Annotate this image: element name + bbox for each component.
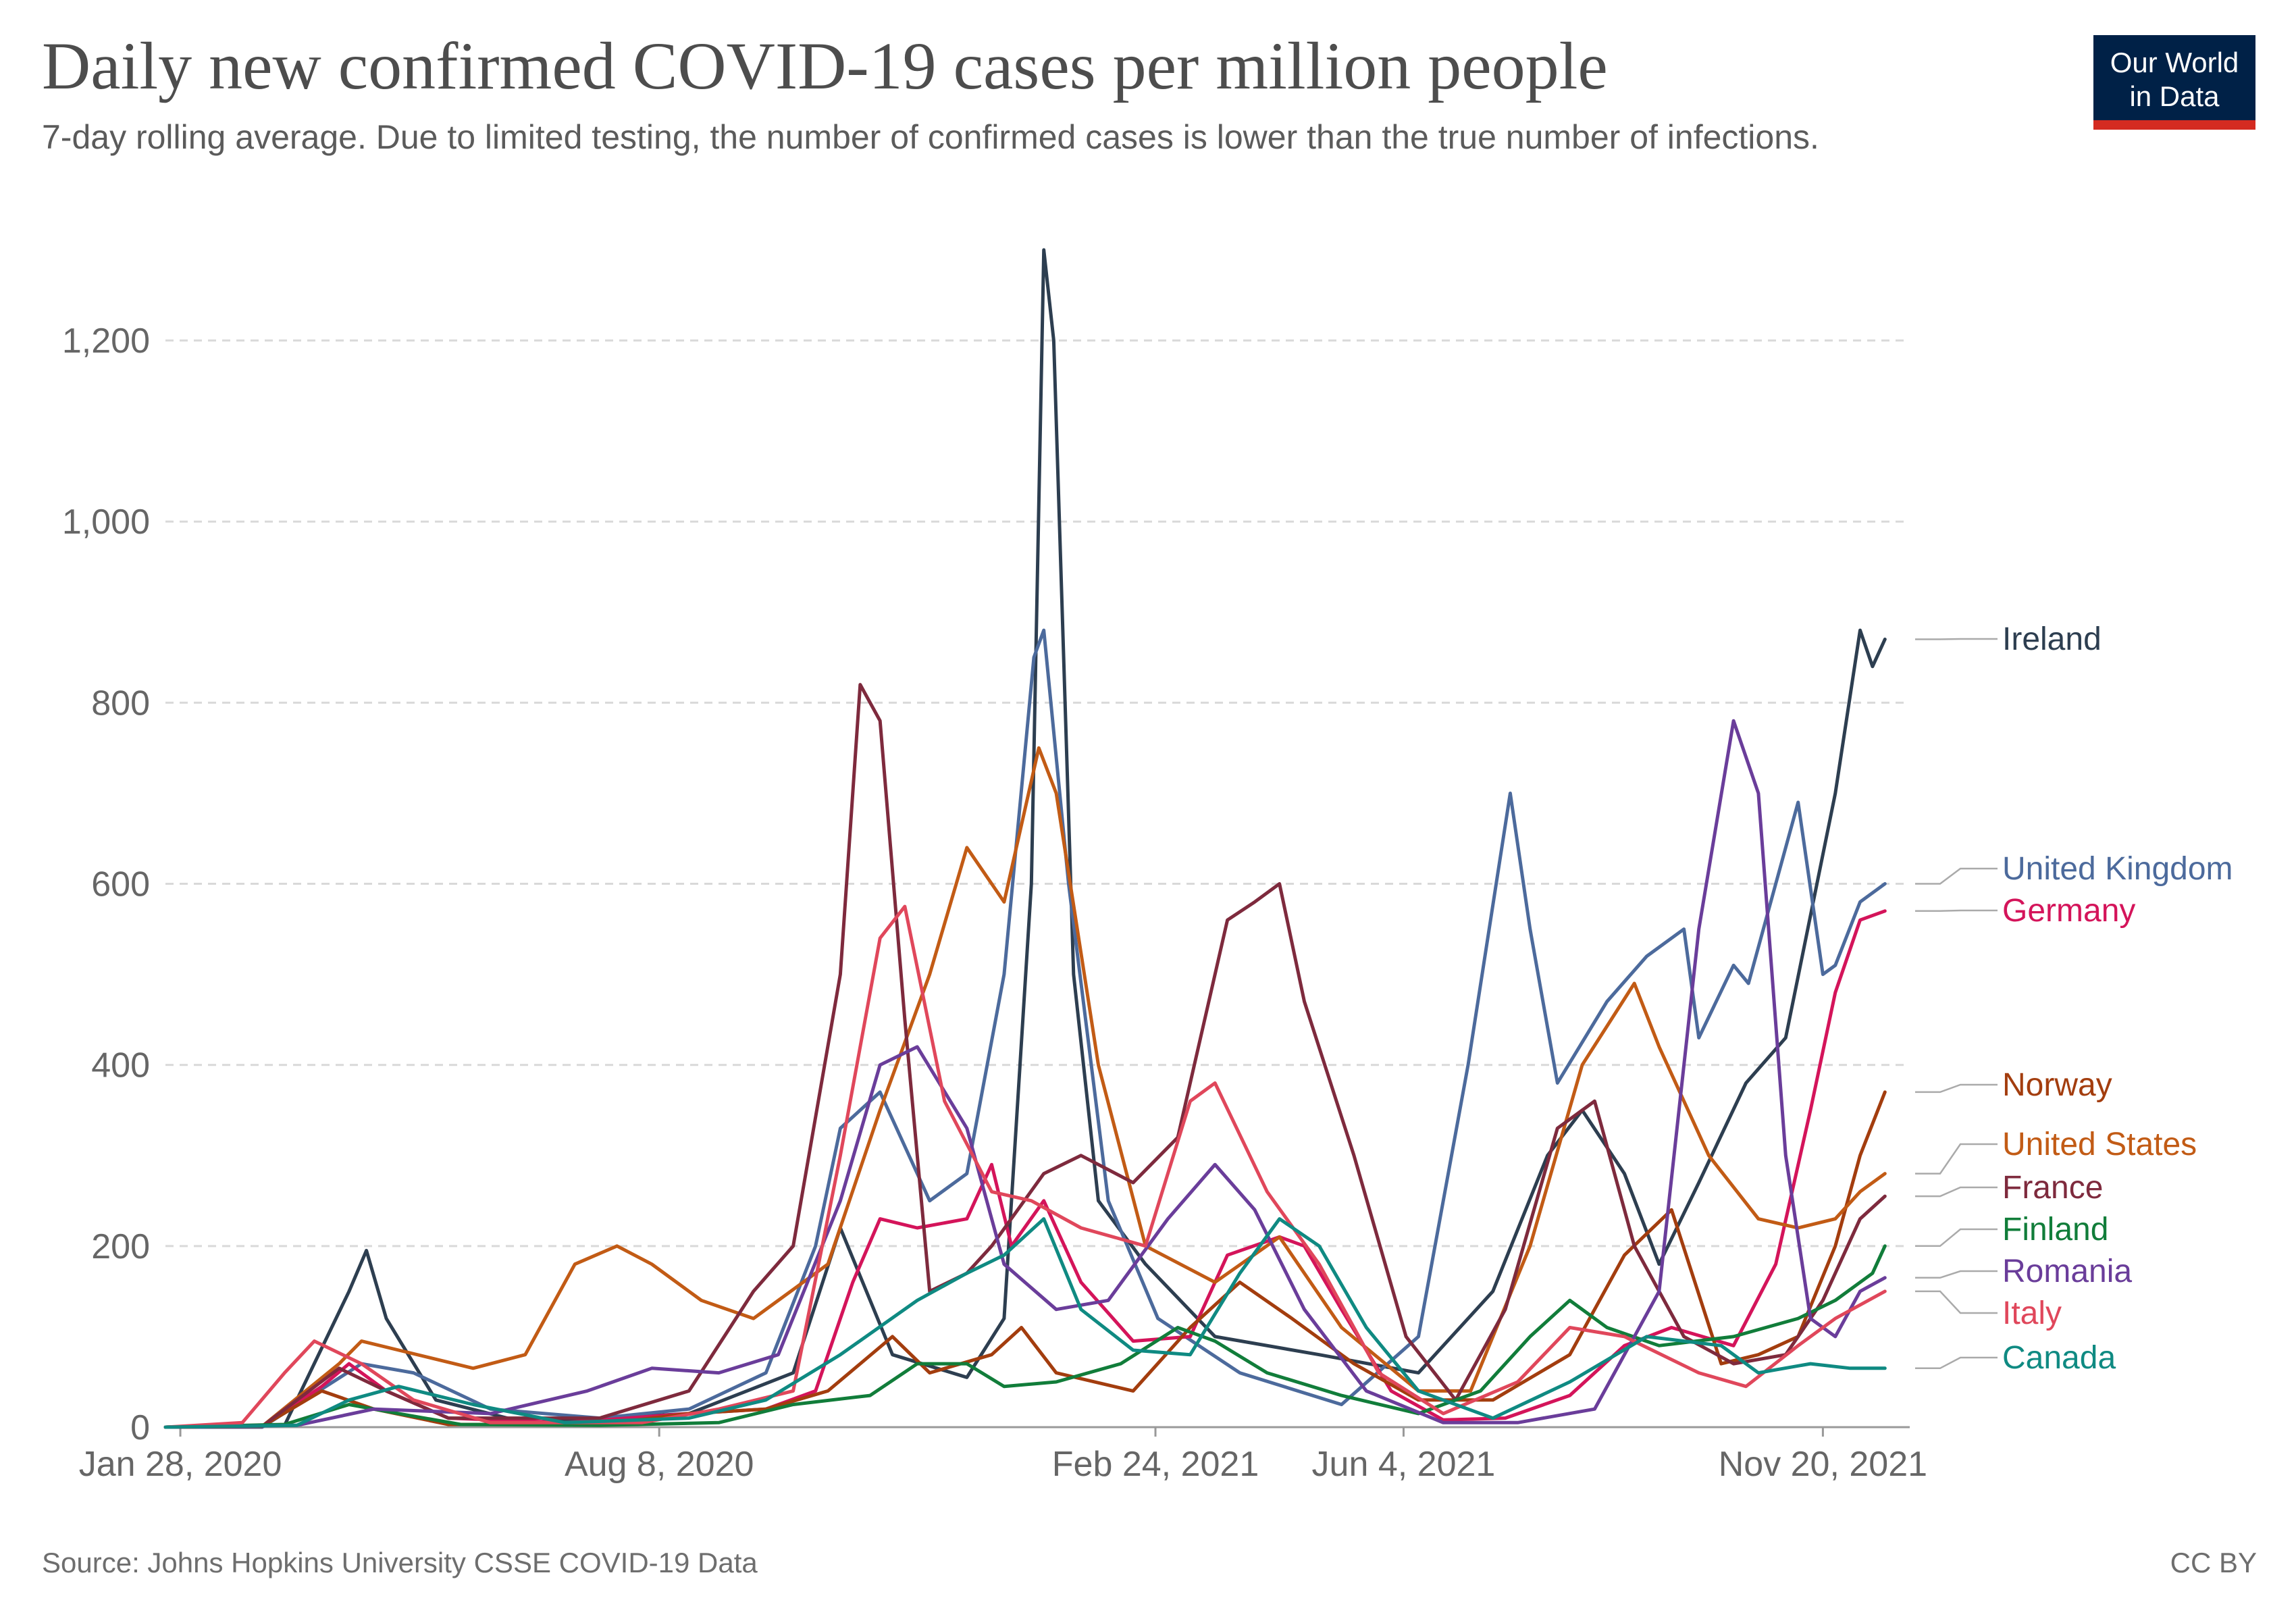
- grid-lines: [165, 339, 1910, 1247]
- label-connector-romania: [1915, 1270, 1998, 1279]
- label-connector-finland: [1915, 1228, 1998, 1247]
- series-line-italy: [163, 904, 1887, 1429]
- y-tick-label: 1,200: [62, 321, 150, 361]
- series-label-us: United States: [2002, 1127, 2197, 1162]
- series-line-romania: [163, 719, 1887, 1429]
- y-tick-label: 800: [91, 684, 150, 723]
- series-line-us: [163, 746, 1887, 1429]
- series-line-uk: [163, 628, 1887, 1429]
- label-connector-canada: [1915, 1356, 1998, 1370]
- x-tick-label: Jun 4, 2021: [1312, 1445, 1496, 1484]
- license-link[interactable]: CC BY: [2170, 1547, 2257, 1578]
- series-label-romania: Romania: [2002, 1254, 2132, 1289]
- x-axis: Jan 28, 2020 Aug 8, 2020 Feb 24, 2021 Jun 4…: [79, 1426, 1927, 1484]
- series-line-france: [163, 683, 1887, 1429]
- y-tick-label: 1,000: [62, 503, 150, 542]
- y-tick-label: 200: [91, 1227, 150, 1266]
- y-tick-label: 400: [91, 1046, 150, 1085]
- logo-line-1: Our World: [2110, 47, 2239, 78]
- owid-logo[interactable]: Our World in Data: [2093, 35, 2255, 130]
- x-tick-label: Feb 24, 2021: [1052, 1445, 1259, 1484]
- series-line-ireland: [163, 248, 1887, 1429]
- series-lines: [163, 248, 1887, 1429]
- series-label-uk: United Kingdom: [2002, 851, 2233, 887]
- series-label-finland: Finland: [2002, 1212, 2108, 1247]
- x-tick-label: Jan 28, 2020: [79, 1445, 282, 1484]
- source-note: Source: Johns Hopkins University CSSE CO…: [42, 1547, 758, 1578]
- x-tick-label: Aug 8, 2020: [565, 1445, 754, 1484]
- series-label-canada: Canada: [2002, 1340, 2116, 1376]
- y-tick-label: 0: [130, 1408, 150, 1447]
- series-label-norway: Norway: [2002, 1067, 2112, 1103]
- label-connector-france: [1915, 1186, 1998, 1198]
- label-connector-ireland: [1915, 638, 1998, 640]
- y-axis: 0 200 400 600 800 1,000 1,200: [62, 321, 150, 1447]
- y-tick-label: 600: [91, 865, 150, 904]
- chart-title: Daily new confirmed COVID-19 cases per m…: [42, 28, 1608, 103]
- series-line-canada: [163, 1217, 1887, 1429]
- x-tick-label: Nov 20, 2021: [1719, 1445, 1927, 1484]
- series-label-germany: Germany: [2002, 893, 2135, 929]
- label-connector-italy: [1915, 1290, 1998, 1314]
- series-label-france: France: [2002, 1170, 2103, 1206]
- series-labels: Ireland United Kingdom Germany Norway United…: [1915, 621, 2233, 1376]
- chart-subtitle: 7-day rolling average. Due to limited te…: [42, 118, 1819, 156]
- label-connector-us: [1915, 1143, 1998, 1175]
- label-connector-uk: [1915, 867, 1998, 885]
- label-connector-norway: [1915, 1083, 1998, 1093]
- label-connector-germany: [1915, 909, 1998, 912]
- logo-line-2: in Data: [2129, 80, 2220, 112]
- series-label-ireland: Ireland: [2002, 621, 2102, 657]
- series-label-italy: Italy: [2002, 1295, 2062, 1331]
